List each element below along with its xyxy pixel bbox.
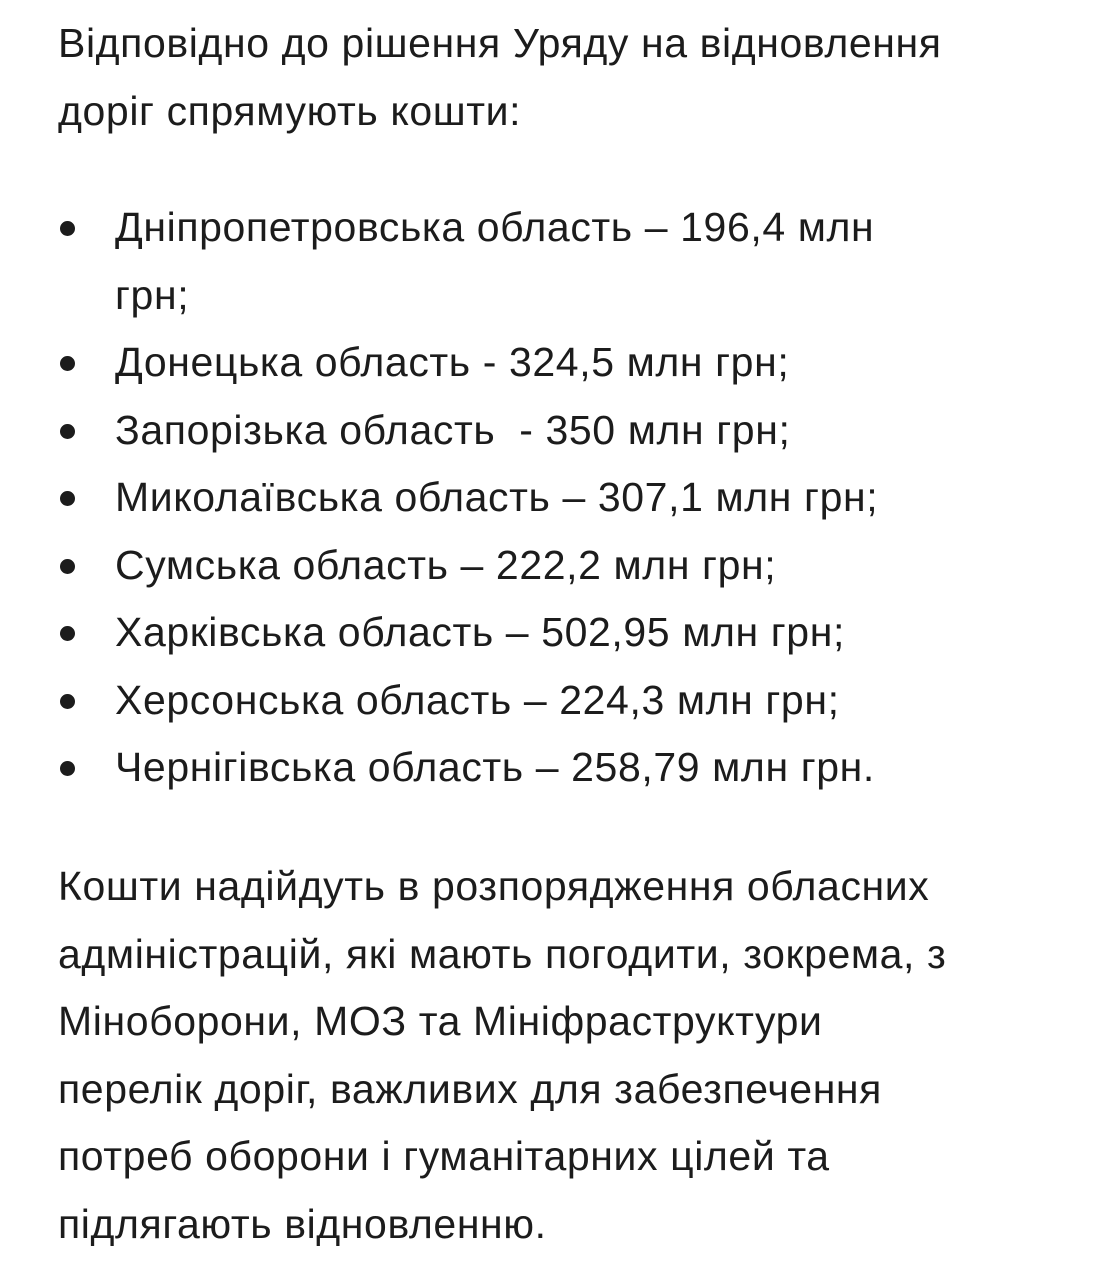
text-line: Чернігівська область – 258,79 млн грн. — [115, 744, 875, 790]
bullet-icon — [60, 558, 75, 574]
list-item: Чернігівська область – 258,79 млн грн. — [58, 734, 878, 802]
text-line: Кошти надійдуть в розпорядження обласних — [58, 863, 930, 909]
text-line: грн; — [115, 271, 190, 318]
conclusion-paragraph: Кошти надійдуть в розпорядження обласних… — [58, 853, 946, 1258]
bullet-icon — [60, 423, 75, 439]
list-item: Миколаївська область – 307,1 млн грн; — [58, 464, 878, 532]
text-line: доріг спрямують кошти: — [58, 87, 522, 134]
list-item: Сумська область – 222,2 млн грн; — [58, 532, 878, 600]
text-line: Запорізька область - 350 млн грн; — [115, 406, 791, 453]
text-line: Херсонська область – 224,3 млн грн; — [115, 676, 840, 723]
text-line: перелік доріг, важливих для забезпечення — [58, 1065, 882, 1112]
bullet-icon — [60, 761, 75, 776]
bullet-icon — [60, 356, 75, 371]
list-item: Харківська область – 502,95 млн грн; — [58, 599, 878, 667]
allocation-list: Дніпропетровська область – 196,4 млн грн… — [58, 194, 878, 802]
text-line: Сумська область – 222,2 млн грн; — [115, 541, 777, 588]
list-item: Донецька область - 324,5 млн грн; — [58, 329, 878, 397]
bullet-icon — [60, 693, 75, 709]
text-line: Харківська область – 502,95 млн грн; — [115, 609, 845, 655]
list-item: Дніпропетровська область – 196,4 млн грн… — [58, 194, 878, 329]
bullet-icon — [60, 221, 75, 236]
list-item: Запорізька область - 350 млн грн; — [58, 397, 878, 465]
intro-paragraph: Відповідно до рішення Уряду на відновлен… — [58, 10, 942, 145]
text-line: Дніпропетровська область – 196,4 млн — [115, 204, 875, 250]
text-line: адміністрацій, які мають погодити, зокре… — [58, 930, 947, 977]
bullet-icon — [60, 491, 75, 506]
text-line: Донецька область - 324,5 млн грн; — [115, 339, 790, 385]
list-item: Херсонська область – 224,3 млн грн; — [58, 667, 878, 735]
text-line: потреб оборони і гуманітарних цілей та — [58, 1133, 830, 1179]
text-line: підлягають відновленню. — [58, 1200, 547, 1247]
bullet-icon — [60, 626, 75, 641]
text-line: Відповідно до рішення Уряду на відновлен… — [58, 20, 942, 66]
text-line: Міноборони, МОЗ та Мініфраструктури — [58, 998, 823, 1044]
text-line: Миколаївська область – 307,1 млн грн; — [115, 474, 879, 520]
